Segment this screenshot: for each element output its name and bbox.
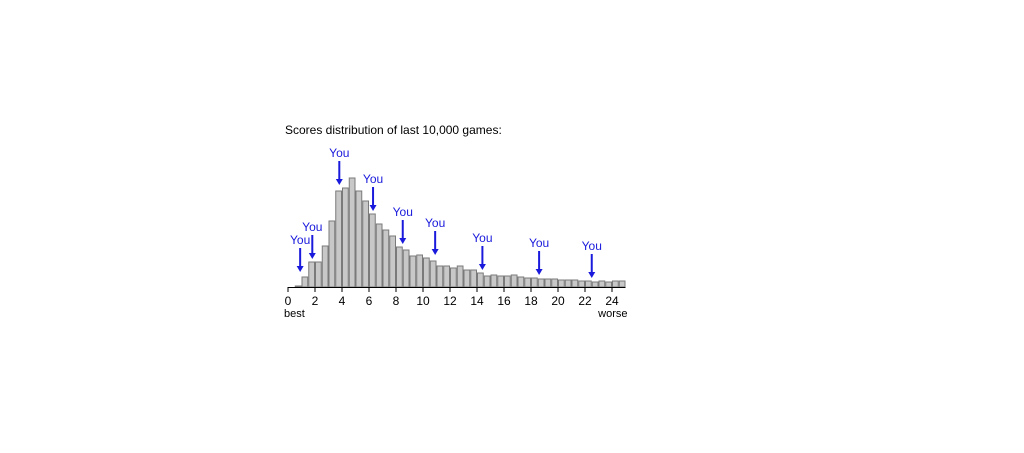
histogram-bar <box>477 272 484 288</box>
histogram-bar <box>510 274 518 288</box>
histogram-bar <box>517 276 525 288</box>
you-marker: You <box>393 205 413 244</box>
histogram-bar <box>497 275 504 288</box>
you-marker: You <box>582 239 602 278</box>
histogram-bar <box>321 245 329 288</box>
x-tick-label: 2 <box>312 294 319 308</box>
histogram-bar <box>308 261 315 288</box>
histogram-bar <box>369 213 376 288</box>
you-marker-label: You <box>290 233 310 247</box>
histogram-bar <box>585 280 592 288</box>
arrow-head-icon <box>588 272 596 278</box>
histogram-bar <box>402 249 410 288</box>
x-tick-label: 12 <box>443 294 457 308</box>
histogram-bar <box>537 278 545 288</box>
histogram-bar <box>504 275 511 288</box>
x-axis-end-label: worse <box>597 308 627 320</box>
histogram-bar <box>423 257 430 288</box>
you-marker-label: You <box>425 216 445 230</box>
arrow-head-icon <box>431 249 439 255</box>
you-marker-label: You <box>363 172 383 186</box>
histogram-bar <box>382 229 390 288</box>
histogram-bar <box>348 177 356 288</box>
histogram-bar <box>490 274 498 288</box>
you-marker-label: You <box>393 205 413 219</box>
arrow-head-icon <box>296 266 304 272</box>
you-marker: You <box>329 146 349 185</box>
arrow-head-icon <box>335 179 343 185</box>
histogram-bar <box>389 235 396 288</box>
histogram-bar <box>463 269 471 288</box>
you-marker: You <box>363 172 383 211</box>
histogram-bar <box>571 279 579 288</box>
histogram-bar <box>544 278 552 288</box>
x-tick-label: 20 <box>551 294 565 308</box>
x-tick-label: 14 <box>470 294 484 308</box>
histogram-bar <box>335 190 342 288</box>
histogram-bar <box>450 267 457 288</box>
arrow-head-icon <box>535 269 543 275</box>
you-marker: You <box>472 231 493 270</box>
histogram-bar <box>416 254 423 288</box>
x-tick-label: 18 <box>524 294 538 308</box>
histogram-bar <box>362 200 369 288</box>
histogram-bar <box>524 277 531 288</box>
histogram-bar <box>578 280 585 288</box>
histogram-bar <box>443 265 450 288</box>
you-marker-label: You <box>302 220 322 234</box>
histogram-bar <box>409 255 417 288</box>
x-axis-start-label: best <box>284 308 305 320</box>
arrow-head-icon <box>478 264 486 270</box>
histogram-bar <box>591 281 599 288</box>
you-marker-label: You <box>529 236 549 250</box>
arrow-head-icon <box>399 238 407 244</box>
histogram-bar <box>564 279 572 288</box>
histogram-bar <box>605 281 612 288</box>
histogram-bar <box>618 280 626 288</box>
x-tick-label: 22 <box>578 294 592 308</box>
x-tick-label: 6 <box>366 294 373 308</box>
histogram-bar <box>483 275 491 288</box>
histogram-bar <box>375 223 383 288</box>
you-marker: You <box>529 236 549 275</box>
x-tick-label: 10 <box>416 294 430 308</box>
you-marker: You <box>302 220 322 259</box>
chart-title: Scores distribution of last 10,000 games… <box>285 123 502 137</box>
histogram-bar <box>470 269 477 288</box>
histogram-bar <box>429 260 437 288</box>
histogram-bar <box>315 261 322 288</box>
you-marker-label: You <box>582 239 602 253</box>
histogram-bar <box>598 280 606 288</box>
histogram-bar <box>396 246 403 288</box>
x-tick-label: 0 <box>285 294 292 308</box>
histogram-bar <box>328 220 336 288</box>
histogram-bar <box>558 279 565 288</box>
you-marker: You <box>290 233 310 272</box>
x-tick-label: 4 <box>339 294 346 308</box>
you-marker-label: You <box>329 146 349 160</box>
you-marker: You <box>425 216 445 255</box>
arrow-head-icon <box>369 205 377 211</box>
you-marker-label: You <box>472 231 492 245</box>
histogram-bar <box>551 278 558 288</box>
histogram-bar <box>436 265 444 288</box>
histogram-bar <box>612 280 619 288</box>
histogram-bar <box>342 187 349 288</box>
histogram-bar <box>301 276 309 288</box>
histogram-bar <box>355 190 363 288</box>
x-tick-label: 24 <box>605 294 619 308</box>
histogram-bar <box>531 277 538 288</box>
x-tick-label: 16 <box>497 294 511 308</box>
histogram-bar <box>456 265 464 288</box>
x-tick-label: 8 <box>393 294 400 308</box>
arrow-head-icon <box>308 253 316 259</box>
histogram-bar <box>294 285 302 288</box>
